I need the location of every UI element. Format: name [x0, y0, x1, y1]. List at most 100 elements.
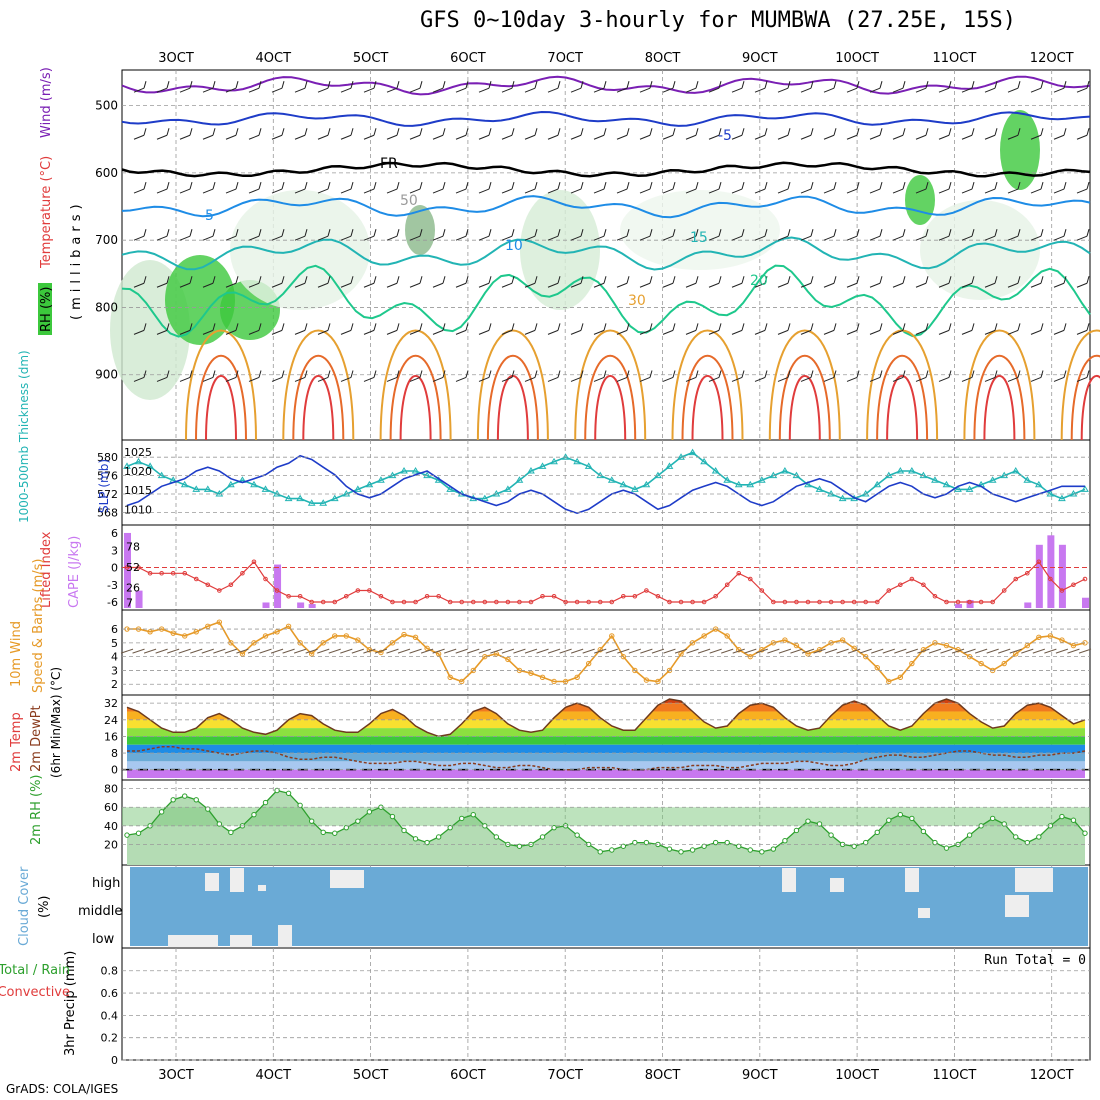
li-point	[367, 588, 372, 593]
thickness-point	[353, 485, 362, 492]
wind-barb	[892, 87, 904, 93]
wind10m-barb	[501, 648, 515, 654]
thickness-point	[746, 480, 755, 488]
wind-barb	[547, 235, 559, 241]
date-label-top: 9OCT	[742, 51, 778, 66]
wind-barb	[810, 323, 814, 331]
y-tick-label: 576	[97, 470, 118, 483]
wind-barb	[488, 370, 492, 378]
li-point	[217, 588, 222, 593]
wind-barb	[649, 276, 653, 284]
wind-barb	[534, 370, 538, 378]
wind10m-point	[193, 629, 199, 635]
wind-barb	[925, 323, 929, 331]
wind10m-barb	[744, 648, 757, 654]
y-tick-label: 6	[111, 623, 118, 636]
thickness-point	[804, 480, 812, 488]
wind-barb	[179, 87, 191, 93]
wind-barb	[948, 229, 952, 237]
thickness-point	[965, 485, 974, 492]
wind10m-barb	[767, 648, 780, 654]
wind-barb	[189, 323, 193, 331]
wind10m-point	[182, 633, 188, 639]
cape-bar	[1058, 544, 1066, 608]
wind10m-point	[793, 642, 800, 649]
wind-barb	[971, 276, 975, 284]
wind-barb	[166, 276, 170, 284]
wind-barb	[442, 181, 446, 190]
y-tick-label: 16	[104, 730, 118, 743]
wind-barb	[626, 276, 630, 284]
wind10m-barb	[1032, 648, 1045, 654]
wind10m-point	[597, 647, 603, 653]
li-point	[505, 599, 511, 605]
pressure-tick-label: 600	[95, 166, 118, 180]
wind-barb	[708, 329, 720, 335]
thickness-point	[954, 485, 962, 492]
wind10m-barb	[1021, 648, 1034, 654]
wind10m-barb	[847, 648, 861, 654]
wind-barb	[478, 329, 490, 335]
wind-barb	[856, 181, 860, 190]
wind-barb	[639, 87, 651, 93]
wind-barb	[166, 370, 170, 378]
rh2m-point	[597, 849, 603, 855]
wind-barb	[764, 81, 768, 89]
wind-barb	[856, 276, 860, 284]
li-point	[297, 593, 303, 599]
wind-barb	[639, 376, 651, 382]
wind-barb	[534, 229, 538, 237]
cape-ylabel: CAPE (J/kg)	[67, 536, 82, 608]
thickness-point	[734, 480, 743, 488]
cape-bar	[262, 602, 270, 608]
li-point	[771, 599, 776, 605]
y-tick-label: 20	[104, 838, 118, 851]
wind-barb	[1040, 81, 1044, 89]
wind-barb	[754, 376, 766, 382]
wind-barb	[524, 87, 536, 93]
wind-barb	[225, 235, 237, 241]
wind-barb	[787, 128, 791, 136]
warm-contour	[379, 329, 452, 441]
wind10m-point	[1059, 637, 1065, 643]
rh2m-point	[747, 847, 753, 853]
wind10m-point	[886, 678, 892, 685]
wind-barb	[547, 134, 559, 140]
rh2m-point	[228, 829, 234, 836]
wind-barb	[465, 370, 469, 378]
wind-barb	[501, 329, 513, 335]
wind10m-barb	[697, 648, 711, 654]
wind10m-point	[424, 645, 430, 652]
wind-barb	[764, 229, 768, 237]
wind-barb	[327, 181, 331, 190]
wind10m-point	[551, 678, 557, 685]
thickness-point	[215, 490, 224, 497]
wind-barb	[340, 235, 352, 241]
thickness-point	[919, 471, 928, 479]
wind-barb	[143, 323, 147, 331]
wind-barb	[534, 81, 538, 89]
li-point	[540, 593, 545, 599]
wind-barb	[846, 235, 858, 241]
wind-barb	[787, 276, 791, 284]
wind-barb	[777, 235, 789, 241]
thickness-point	[550, 457, 558, 465]
wind-barb	[432, 134, 444, 140]
thickness-point	[573, 457, 582, 465]
cloud-ylabel-b: (%)	[37, 896, 52, 919]
wind-barb	[317, 235, 329, 241]
wind-barb	[202, 188, 214, 194]
wind-barb	[189, 370, 193, 378]
li-point	[390, 599, 395, 605]
wind10m-barb	[732, 648, 745, 654]
wind-barb	[524, 376, 536, 382]
li-point	[713, 593, 718, 599]
slp-tick-label: 1015	[124, 484, 152, 497]
wind-barb	[603, 181, 607, 190]
thickness-point	[815, 485, 824, 492]
wind-barb	[570, 188, 582, 194]
wind-barb	[455, 188, 467, 194]
wind-barb	[994, 128, 998, 136]
wind-barb	[455, 235, 467, 241]
wind-barb	[409, 329, 421, 335]
